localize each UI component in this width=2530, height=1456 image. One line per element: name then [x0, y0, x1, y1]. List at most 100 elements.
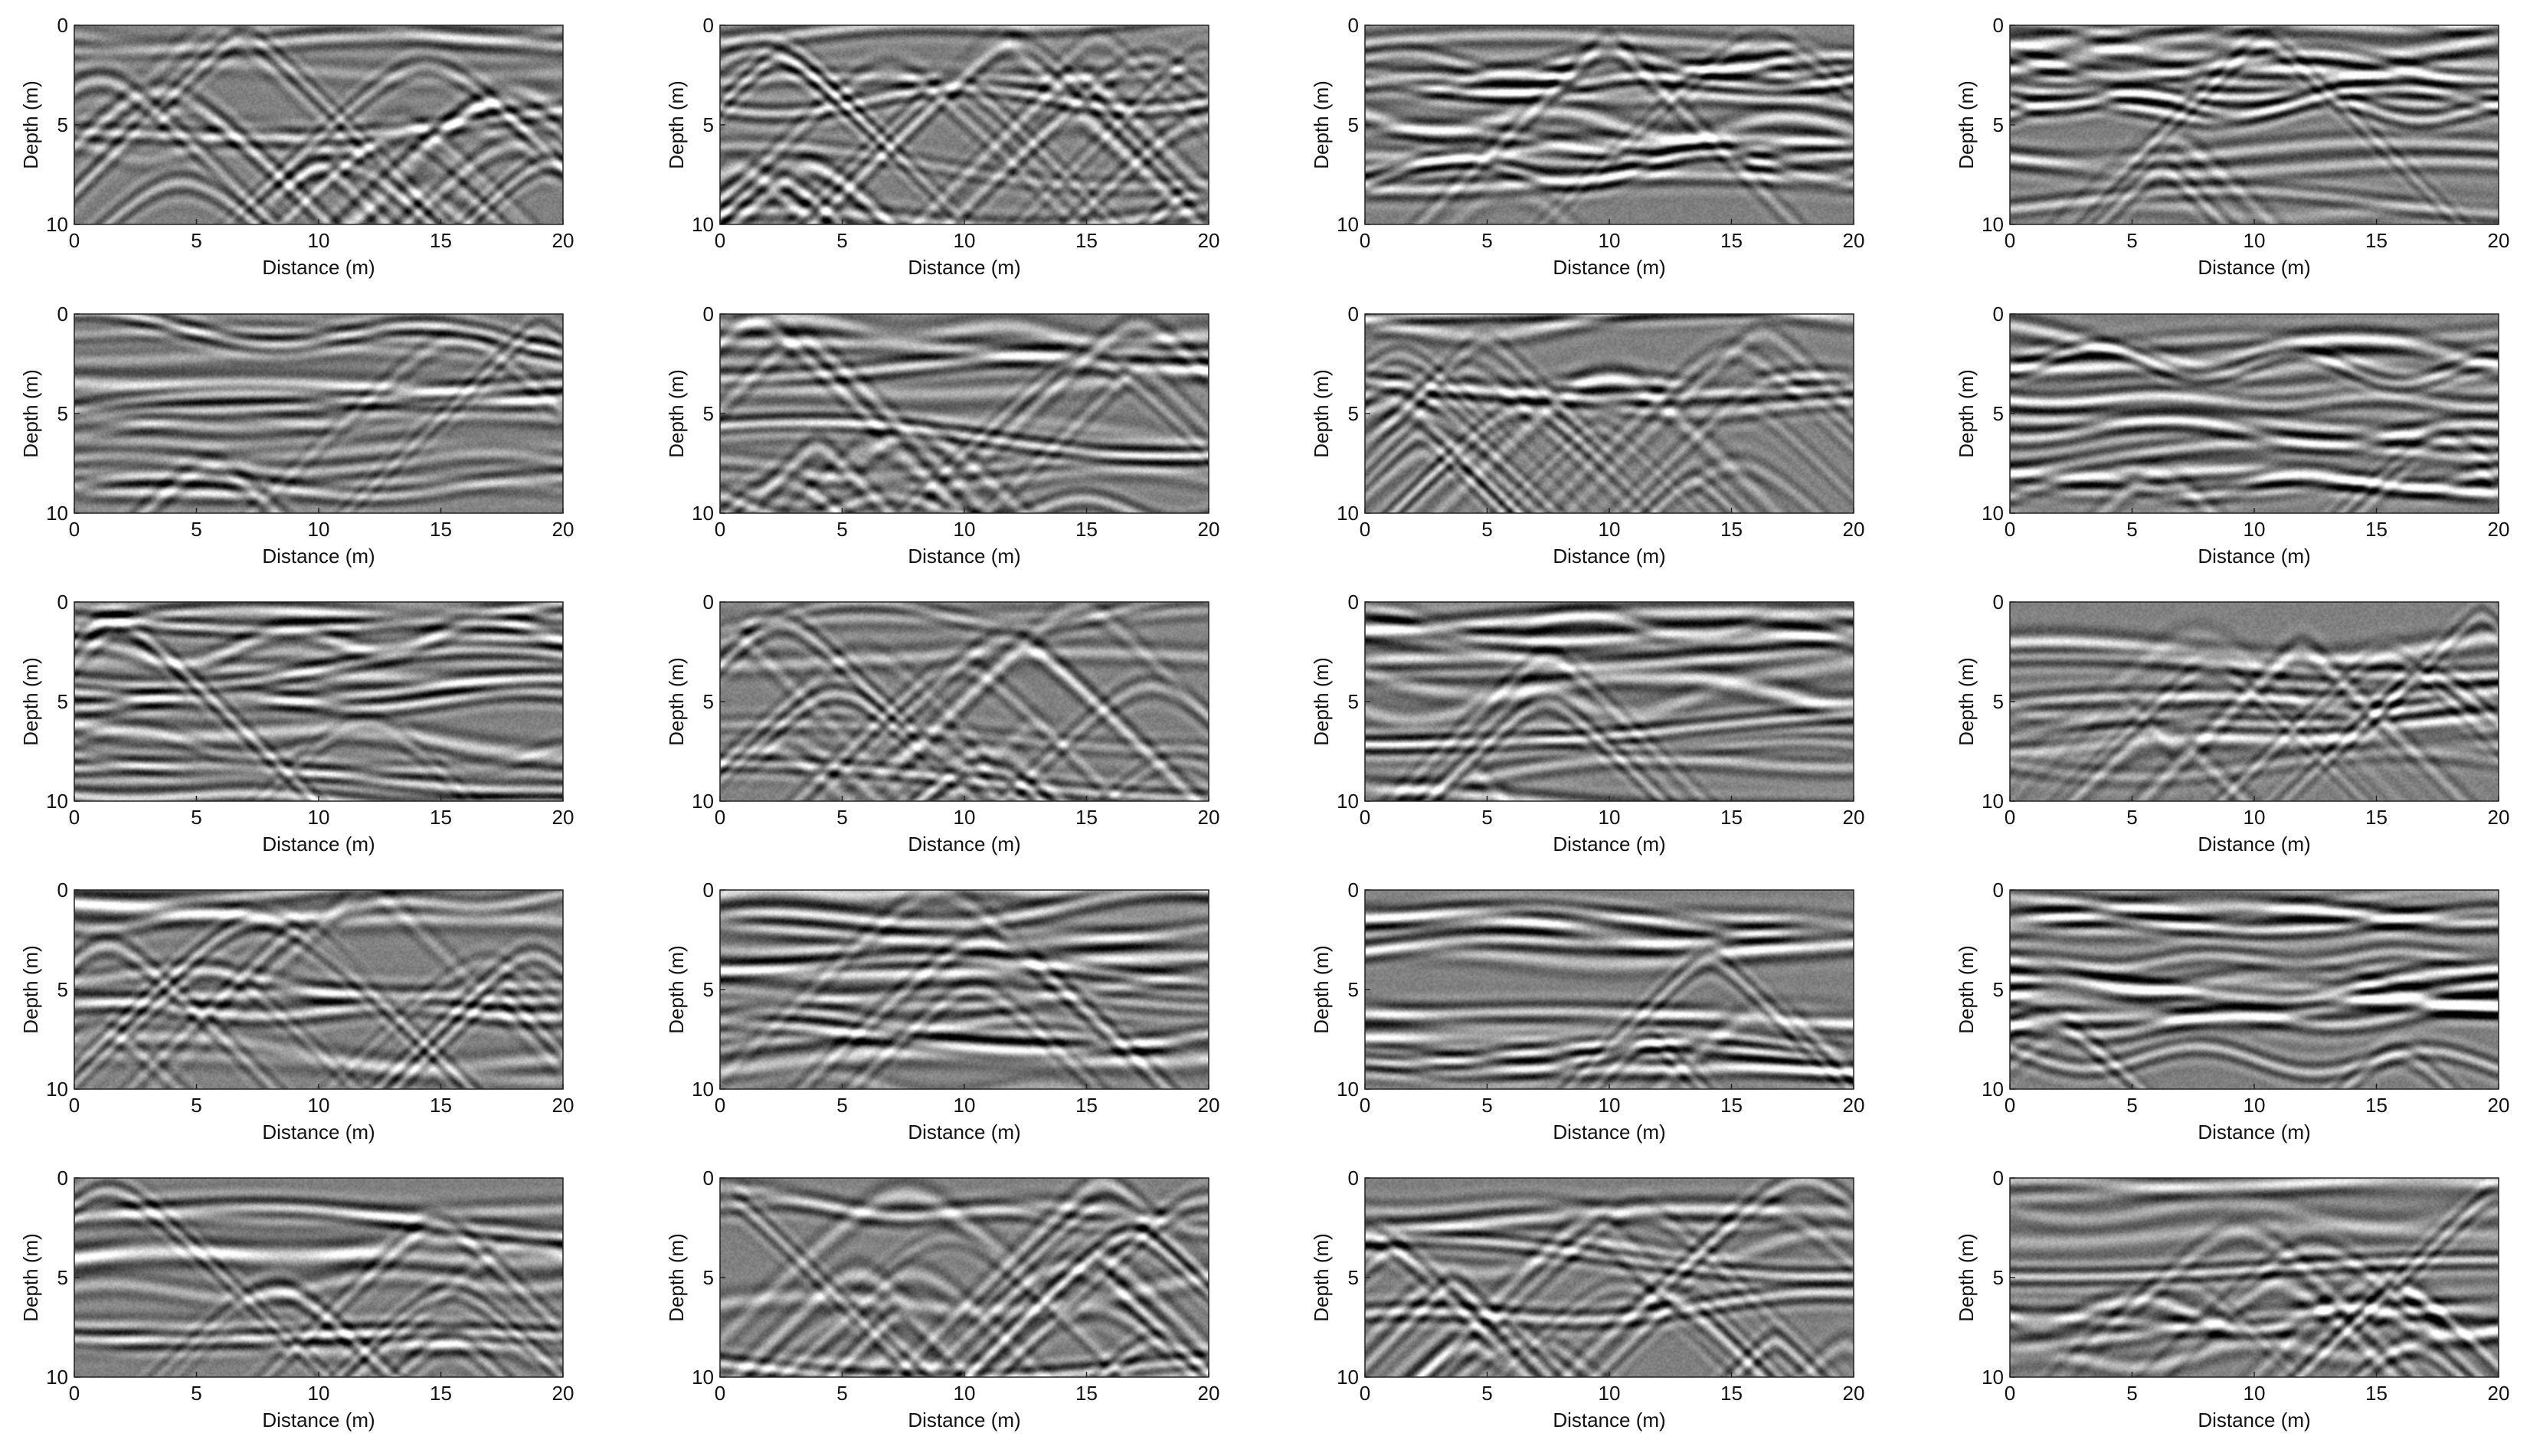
y-tick-label: 0	[1348, 14, 1359, 37]
y-axis-label: Depth (m)	[665, 80, 688, 169]
y-tick-label: 10	[692, 1078, 714, 1101]
x-tick-label: 20	[2488, 518, 2510, 541]
x-tick-label: 15	[430, 806, 452, 829]
x-tick-label: 15	[2365, 518, 2388, 541]
radargram-image	[2010, 314, 2499, 513]
y-tick-label: 10	[1337, 1078, 1359, 1101]
x-axis-label: Distance (m)	[262, 1409, 375, 1431]
y-tick-label: 10	[46, 213, 68, 236]
axes-frame	[2009, 889, 2499, 1090]
chart-axes: 0 5 10 15 20 0 5 10 Distance (m) Depth (m)	[1310, 303, 1865, 568]
y-tick-label: 10	[692, 213, 714, 236]
axes-frame	[2009, 601, 2499, 802]
chart-panel: 0 5 10 15 20 0 5 10 Distance (m) Depth (m)	[651, 587, 1232, 878]
x-tick-label: 5	[2126, 806, 2137, 829]
x-axis-label: Distance (m)	[908, 833, 1020, 856]
x-tick-label: 0	[69, 806, 80, 829]
x-tick-label: 10	[308, 1382, 330, 1405]
y-tick-label: 10	[692, 502, 714, 525]
x-tick-label: 5	[2126, 518, 2137, 541]
y-tick-label: 5	[1993, 1266, 2004, 1289]
y-tick-label: 0	[703, 14, 714, 37]
chart-panel: 0 5 10 15 20 0 5 10 Distance (m) Depth (m)	[1296, 587, 1877, 878]
radargram-image	[74, 1178, 563, 1377]
chart-axes: 0 5 10 15 20 0 5 10 Distance (m) Depth (m)	[1310, 14, 1865, 279]
chart-axes: 0 5 10 15 20 0 5 10 Distance (m) Depth (m)	[665, 14, 1219, 279]
axes-frame	[719, 25, 1209, 225]
y-tick-label: 5	[57, 690, 68, 713]
chart-panel: 0 5 10 15 20 0 5 10 Distance (m) Depth (m)	[1296, 875, 1877, 1166]
y-axis-label: Depth (m)	[665, 945, 688, 1034]
radargram-image	[1365, 1178, 1854, 1377]
axes-frame	[74, 313, 564, 514]
x-axis-label: Distance (m)	[1553, 833, 1665, 856]
x-tick-label: 0	[69, 1094, 80, 1117]
x-tick-label: 20	[552, 229, 574, 252]
x-tick-label: 15	[1720, 806, 1743, 829]
x-tick-label: 10	[954, 1094, 976, 1117]
y-tick-label: 0	[1993, 1166, 2004, 1189]
x-axis-label: Distance (m)	[262, 833, 375, 856]
axes-frame	[1364, 25, 1854, 225]
x-tick-label: 10	[954, 518, 976, 541]
axes-frame	[2009, 313, 2499, 514]
y-tick-label: 5	[703, 978, 714, 1001]
y-tick-label: 5	[1993, 402, 2004, 425]
axes-frame	[74, 889, 564, 1090]
y-tick-label: 5	[703, 1266, 714, 1289]
x-tick-label: 0	[1360, 1094, 1370, 1117]
axes-frame	[1364, 1177, 1854, 1378]
x-tick-label: 20	[1843, 229, 1865, 252]
x-tick-label: 5	[2126, 1094, 2137, 1117]
chart-axes: 0 5 10 15 20 0 5 10 Distance (m) Depth (m)	[19, 303, 574, 568]
x-tick-label: 20	[1843, 518, 1865, 541]
y-tick-label: 10	[1982, 1078, 2004, 1101]
x-tick-label: 5	[1481, 1094, 1492, 1117]
x-axis-label: Distance (m)	[1553, 1121, 1665, 1144]
x-tick-label: 15	[1720, 518, 1743, 541]
y-tick-label: 5	[57, 978, 68, 1001]
x-tick-label: 15	[1720, 1094, 1743, 1117]
y-tick-label: 10	[46, 1078, 68, 1101]
x-tick-label: 10	[1599, 1094, 1621, 1117]
y-tick-label: 0	[1993, 303, 2004, 326]
x-tick-label: 0	[715, 518, 725, 541]
x-tick-label: 0	[1360, 518, 1370, 541]
y-tick-label: 5	[1993, 978, 2004, 1001]
axes-frame	[2009, 1177, 2499, 1378]
y-tick-label: 5	[1348, 978, 1359, 1001]
chart-axes: 0 5 10 15 20 0 5 10 Distance (m) Depth (m)	[1955, 879, 2510, 1144]
x-tick-label: 0	[69, 229, 80, 252]
x-tick-label: 5	[836, 806, 847, 829]
y-tick-label: 10	[1982, 502, 2004, 525]
chart-panel: 0 5 10 15 20 0 5 10 Distance (m) Depth (m)	[5, 10, 586, 301]
x-axis-label: Distance (m)	[1553, 1409, 1665, 1431]
y-tick-label: 0	[703, 879, 714, 901]
x-tick-label: 20	[1843, 806, 1865, 829]
chart-axes: 0 5 10 15 20 0 5 10 Distance (m) Depth (m)	[19, 14, 574, 279]
x-tick-label: 0	[715, 806, 725, 829]
chart-axes: 0 5 10 15 20 0 5 10 Distance (m) Depth (m)	[1955, 1166, 2509, 1431]
y-tick-label: 5	[1993, 113, 2004, 136]
chart-panel: 0 5 10 15 20 0 5 10 Distance (m) Depth (m)	[651, 875, 1232, 1166]
x-tick-label: 5	[836, 229, 847, 252]
chart-axes: 0 5 10 15 20 0 5 10 Distance (m) Depth (m)	[1310, 591, 1865, 856]
chart-axes: 0 5 10 15 20 0 5 10 Distance (m) Depth (m)	[1955, 591, 2509, 856]
x-tick-label: 20	[2488, 1094, 2510, 1117]
x-tick-label: 15	[430, 518, 452, 541]
x-tick-label: 5	[191, 518, 201, 541]
y-tick-label: 0	[1993, 14, 2004, 37]
radargram-image	[2010, 1178, 2499, 1377]
x-tick-label: 10	[2244, 1382, 2266, 1405]
y-axis-label: Depth (m)	[1310, 80, 1333, 169]
y-tick-label: 10	[1337, 790, 1359, 813]
axes-frame	[1364, 313, 1854, 514]
x-tick-label: 20	[2488, 229, 2510, 252]
y-tick-label: 0	[703, 303, 714, 326]
y-axis-label: Depth (m)	[19, 1233, 42, 1322]
y-tick-label: 5	[1348, 690, 1359, 713]
x-axis-label: Distance (m)	[2198, 256, 2310, 279]
radargram-image	[720, 1178, 1209, 1377]
chart-panel: 0 5 10 15 20 0 5 10 Distance (m) Depth (m)	[1941, 875, 2522, 1166]
